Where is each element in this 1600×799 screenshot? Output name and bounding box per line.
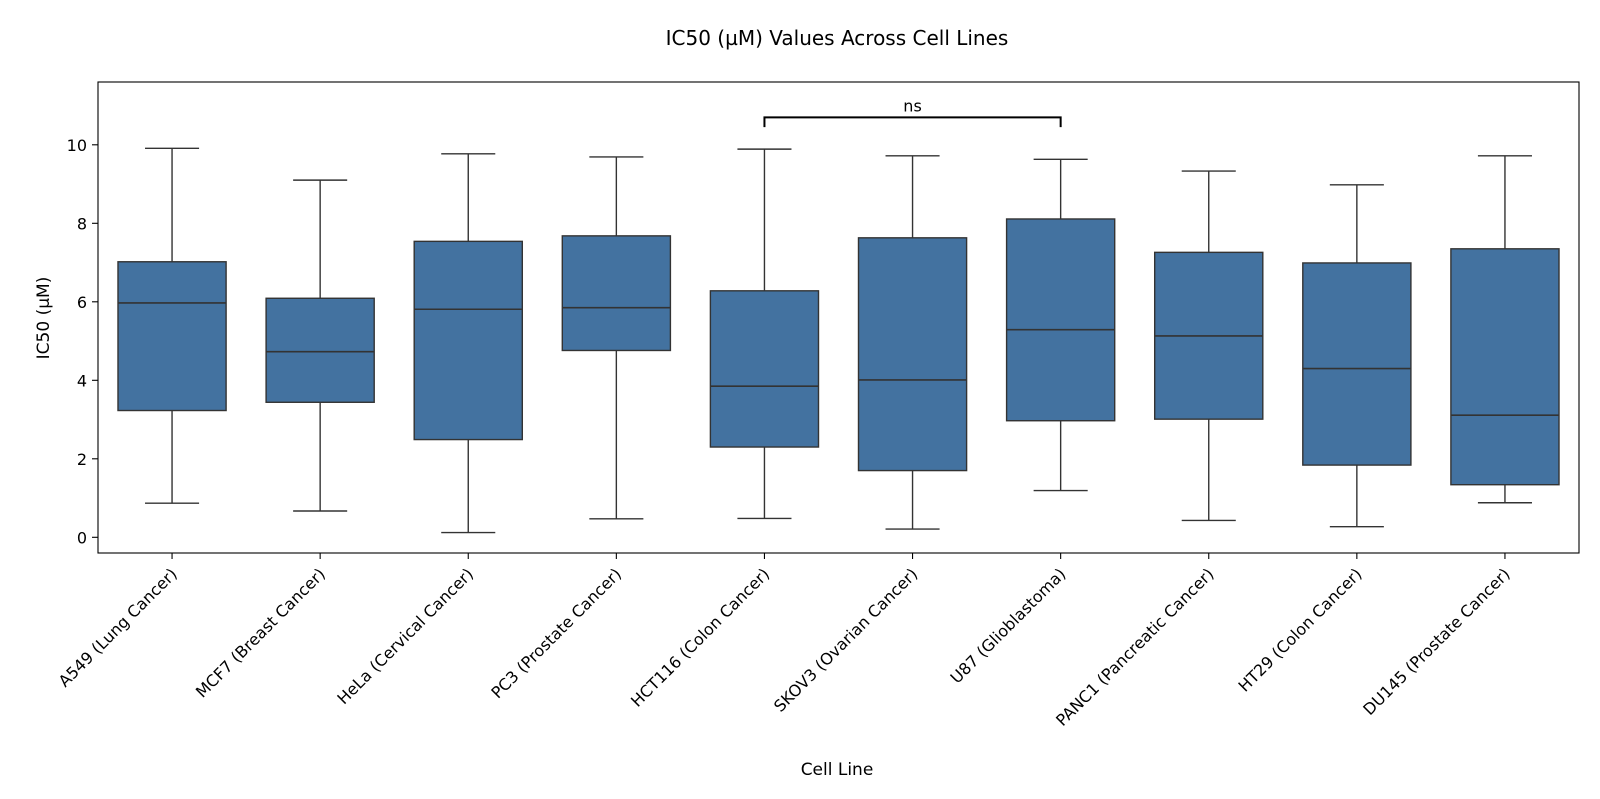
box-4 (561, 156, 672, 520)
box-8 (1153, 170, 1264, 522)
y-tick-label: 4 (77, 371, 87, 390)
significance-annotation: ns (763, 96, 1062, 128)
plot-frame (97, 81, 1580, 554)
x-tick-label: MCF7 (Breast Cancer) (192, 564, 329, 701)
box-iqr (117, 261, 227, 412)
box-2 (265, 179, 375, 512)
box-iqr (413, 240, 524, 441)
chart-title: IC50 (µM) Values Across Cell Lines (666, 26, 1009, 50)
y-tick-label: 8 (77, 214, 87, 233)
box-iqr (561, 235, 672, 352)
box-6 (857, 155, 968, 530)
x-tick-label: PANC1 (Pancreatic Cancer) (1052, 564, 1217, 729)
box-iqr (265, 297, 375, 403)
x-tick-label: HCT116 (Colon Cancer) (627, 564, 773, 710)
box-iqr (1450, 248, 1560, 486)
box-10 (1450, 155, 1560, 504)
x-tick-label: HT29 (Colon Cancer) (1235, 564, 1366, 695)
x-tick-label: DU145 (Prostate Cancer) (1359, 564, 1513, 718)
box-3 (413, 153, 524, 534)
box-iqr (857, 237, 968, 472)
box-iqr (709, 290, 820, 448)
significance-bracket (763, 116, 1062, 128)
y-tick-label: 0 (77, 528, 87, 547)
y-tick-label: 10 (67, 136, 87, 155)
box-7 (1005, 158, 1116, 492)
annotations-layer: ns (763, 96, 1062, 128)
y-axis-label: IC50 (µM) (34, 277, 54, 360)
box-iqr (1302, 262, 1412, 466)
box-1 (117, 147, 227, 504)
y-tick-label: 6 (77, 293, 87, 312)
x-axis-label: Cell Line (801, 760, 874, 780)
x-tick-label: SKOV3 (Ovarian Cancer) (770, 564, 921, 715)
box-9 (1302, 184, 1412, 528)
significance-label: ns (903, 96, 921, 115)
x-tick-label: HeLa (Cervical Cancer) (333, 564, 477, 708)
y-axis: 0 2 4 6 8 10 (67, 136, 98, 547)
box-iqr (1005, 218, 1116, 422)
x-tick-label: PC3 (Prostate Cancer) (487, 564, 625, 702)
x-axis: A549 (Lung Cancer) MCF7 (Breast Cancer) He… (55, 553, 1514, 730)
x-tick-label: U87 (Glioblastoma) (946, 564, 1069, 687)
y-tick-label: 2 (77, 450, 87, 469)
box-5 (709, 148, 820, 520)
x-tick-label: A549 (Lung Cancer) (55, 564, 181, 690)
boxes-layer (117, 147, 1560, 534)
